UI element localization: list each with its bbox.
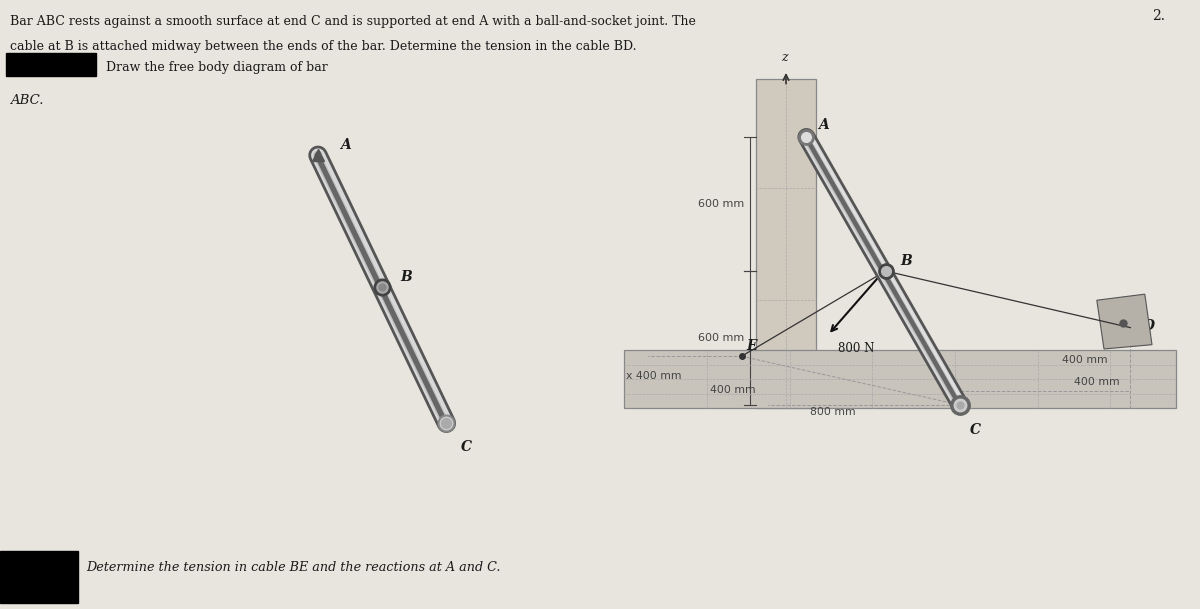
Polygon shape [756,79,816,408]
Text: B: B [401,270,413,284]
Text: E: E [746,339,757,353]
Text: x 400 mm: x 400 mm [626,371,682,381]
Bar [0,551,78,603]
Polygon shape [1097,294,1152,349]
Text: 600 mm: 600 mm [697,199,744,209]
Text: 2.: 2. [1152,9,1165,23]
Text: 400 mm: 400 mm [710,385,756,395]
Text: C: C [461,440,472,454]
Text: A: A [818,118,829,132]
Text: z: z [781,51,788,64]
Text: D: D [1142,320,1154,333]
Text: 800 N: 800 N [838,342,874,355]
Text: B: B [900,254,912,268]
Text: ABC.: ABC. [10,94,43,107]
Text: 400 mm: 400 mm [1074,377,1120,387]
Text: 600 mm: 600 mm [697,333,744,343]
Text: cable at B is attached midway between the ends of the bar. Determine the tension: cable at B is attached midway between th… [10,40,636,52]
Text: 400 mm: 400 mm [1062,356,1108,365]
Bar [6,53,96,76]
Polygon shape [624,350,1176,408]
Text: A: A [340,138,350,152]
Text: 800 mm: 800 mm [810,407,856,417]
Text: Bar ABC rests against a smooth surface at end C and is supported at end A with a: Bar ABC rests against a smooth surface a… [10,15,696,28]
Text: Determine the tension in cable BE and the reactions at A and C.: Determine the tension in cable BE and th… [86,561,500,574]
Text: Draw the free body diagram of bar: Draw the free body diagram of bar [106,61,328,74]
Text: C: C [970,423,980,437]
